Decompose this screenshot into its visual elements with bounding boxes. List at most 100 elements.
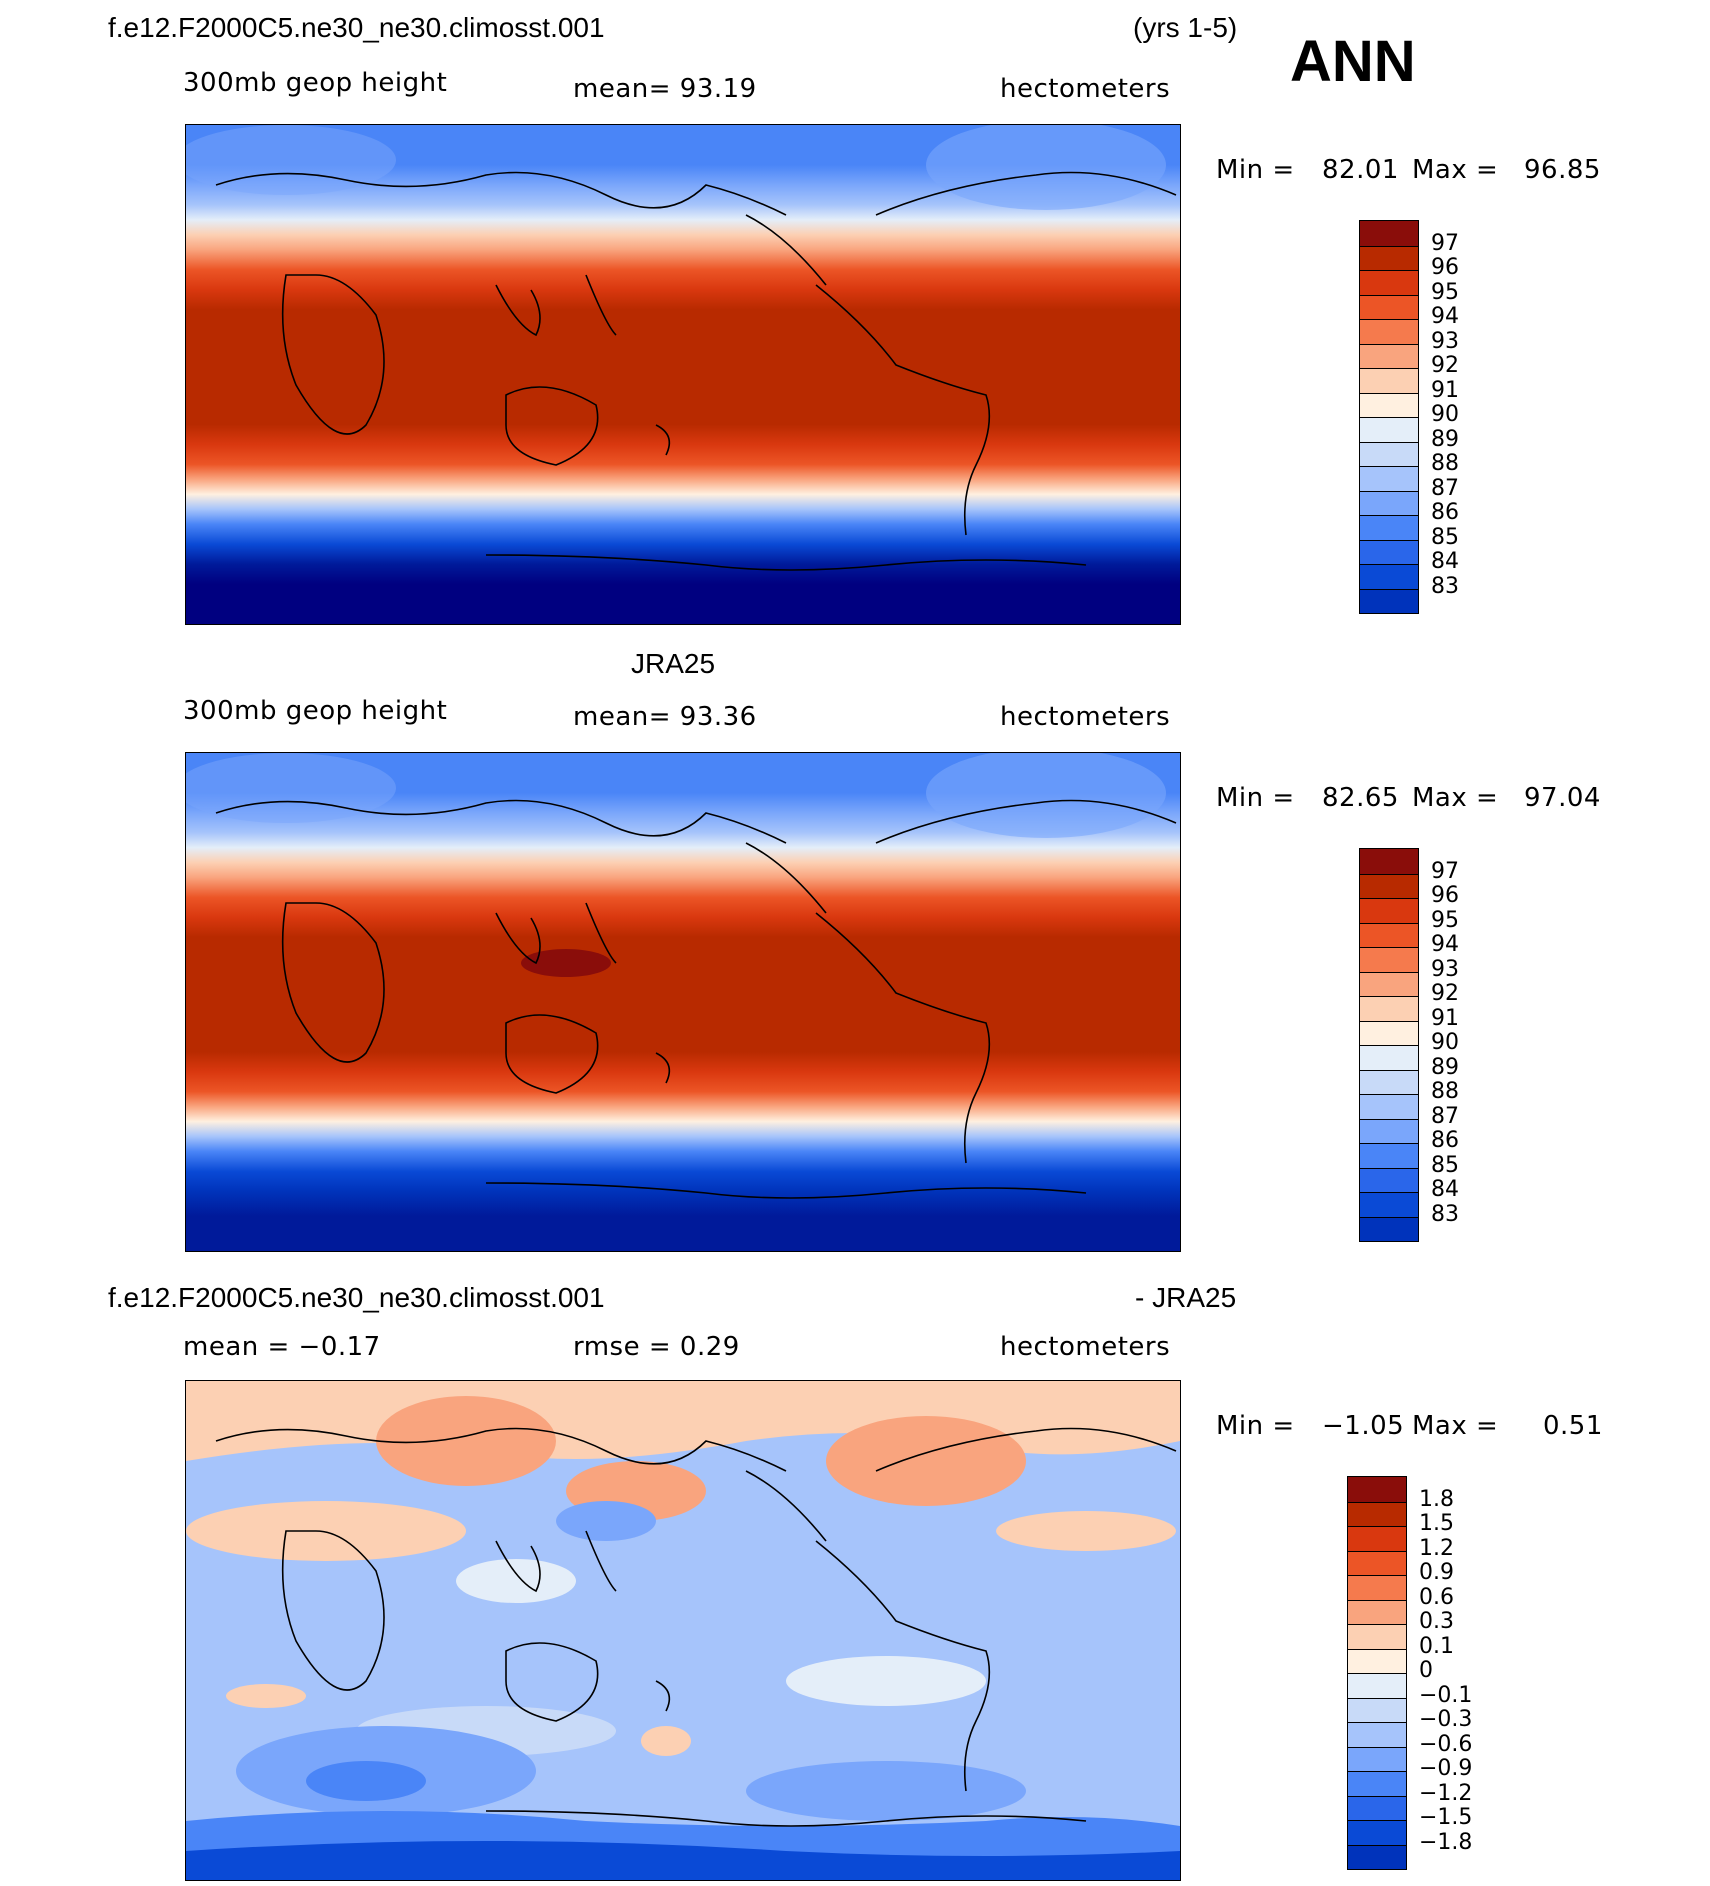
panel2-max-value: 97.04 [1524,783,1601,813]
panel3-min-value: −1.05 [1322,1411,1405,1441]
panel1-colorbar-tick: 93 [1431,328,1459,354]
panel2-colorbar-tick: 92 [1431,981,1459,1006]
panel1-colorbar-tick: 88 [1431,451,1459,476]
panel1-colorbar-tick: 94 [1431,304,1459,329]
panel3-colorbar-tick: 0 [1419,1658,1433,1683]
panel2-colorbar-cell [1360,873,1418,898]
panel3-colorbar-cell [1348,1795,1406,1820]
panel2-units: hectometers [1000,702,1171,732]
panel1-coastlines [215,171,1177,571]
panel3-colorbar-cell [1348,1673,1406,1698]
panel3-colorbar-tick: −0.9 [1419,1756,1473,1781]
panel3-colorbar-cell [1348,1550,1406,1575]
panel2-colorbar-tick: 90 [1431,1030,1459,1055]
panel1-max-label: Max = [1412,155,1499,185]
panel1-colorbar-tick: 90 [1431,402,1459,427]
panel1-colorbar-cell [1360,221,1418,246]
panel3-colorbar-cell [1348,1575,1406,1600]
panel2-colorbar-cell [1360,922,1418,947]
panel1-colorbar-cell [1360,343,1418,368]
panel3-mean: mean = −0.17 [183,1332,381,1362]
panel3-colorbar-tick: −0.6 [1419,1731,1473,1757]
panel3-units: hectometers [1000,1332,1171,1362]
panel3-colorbar [1347,1476,1407,1870]
panel1-map [185,124,1181,625]
panel1-colorbar-tick: 87 [1431,475,1459,501]
panel2-colorbar-tick: 88 [1431,1079,1459,1104]
panel2-colorbar-cell [1360,1216,1418,1241]
season-label: ANN [1290,29,1416,94]
panel3-colorbar-tick: 0.6 [1419,1584,1454,1610]
panel2-colorbar-tick: 97 [1431,858,1459,884]
panel1-colorbar-tick: 89 [1431,426,1459,452]
panel2-colorbar-cell [1360,849,1418,874]
panel2-colorbar-tick: 96 [1431,883,1459,908]
panel1-colorbar-cell [1360,417,1418,442]
panel3-colorbar-tick: 1.5 [1419,1511,1454,1536]
panel2-colorbar-cell [1360,1094,1418,1119]
panel1-colorbar-tick: 85 [1431,524,1459,550]
panel1-min-label: Min = [1216,155,1295,185]
panel1-colorbar-tick: 86 [1431,500,1459,525]
panel3-colorbar-cell [1348,1820,1406,1845]
panel2-colorbar-cell [1360,1045,1418,1070]
panel3-colorbar-tick: 0.9 [1419,1560,1454,1585]
panel3-map [185,1380,1181,1881]
panel1-min-value: 82.01 [1322,155,1399,185]
panel3-colorbar-cell [1348,1771,1406,1796]
panel2-colorbar-cell [1360,996,1418,1021]
panel2-colorbar-tick: 93 [1431,956,1459,982]
panel1-colorbar-cell [1360,368,1418,393]
panel2-min-label: Min = [1216,783,1295,813]
panel3-colorbar-cell [1348,1599,1406,1624]
panel2-colorbar-tick: 94 [1431,932,1459,957]
panel3-colorbar-cell [1348,1501,1406,1526]
panel3-max-label: Max = [1412,1411,1499,1441]
panel1-colorbar-tick: 92 [1431,353,1459,378]
panel3-colorbar-tick: −0.3 [1419,1707,1473,1732]
panel1-colorbar-cell [1360,588,1418,613]
panel2-colorbar-cell [1360,898,1418,923]
panel2-colorbar-tick: 86 [1431,1128,1459,1153]
panel1-colorbar-cell [1360,515,1418,540]
case-title: f.e12.F2000C5.ne30_ne30.climosst.001 [108,12,605,43]
panel3-colorbar-cell [1348,1526,1406,1551]
panel1-mean: mean= 93.19 [573,74,757,104]
panel3-max-value: 0.51 [1543,1411,1603,1441]
panel3-rmse: rmse = 0.29 [573,1332,740,1362]
panel3-colorbar-tick: −0.1 [1419,1682,1473,1708]
panel2-contour-plot [186,753,1180,1251]
panel1-units: hectometers [1000,74,1171,104]
panel3-colorbar-tick: 1.8 [1419,1486,1454,1512]
panel1-colorbar-tick: 84 [1431,549,1459,574]
panel1-colorbar-tick: 95 [1431,279,1459,305]
panel3-colorbar-tick: −1.8 [1419,1829,1473,1855]
panel3-title-right: - JRA25 [1135,1282,1237,1313]
panel3-colorbar-tick: 1.2 [1419,1535,1454,1561]
panel1-colorbar-cell [1360,564,1418,589]
panel2-colorbar [1359,848,1419,1242]
panel3-colorbar-cell [1348,1624,1406,1649]
panel3-min-label: Min = [1216,1411,1295,1441]
panel2-colorbar-cell [1360,947,1418,972]
panel1-colorbar [1359,220,1419,614]
panel3-colorbar-cell [1348,1746,1406,1771]
panel3-colorbar-cell [1348,1722,1406,1747]
panel2-variable: 300mb geop height [183,696,448,726]
panel2-colorbar-cell [1360,971,1418,996]
panel2-min-value: 82.65 [1322,783,1399,813]
panel1-contour-plot [186,125,1180,624]
panel1-colorbar-cell [1360,539,1418,564]
panel1-colorbar-tick: 97 [1431,230,1459,256]
panel1-colorbar-cell [1360,490,1418,515]
panel2-max-label: Max = [1412,783,1499,813]
panel3-colorbar-tick: 0.1 [1419,1633,1454,1659]
panel3-coastlines [215,1427,1177,1827]
panel3-contour-plot [186,1381,1180,1880]
panel3-colorbar-cell [1348,1477,1406,1502]
years-label: (yrs 1-5) [1133,12,1238,43]
panel2-colorbar-tick: 95 [1431,907,1459,933]
panel2-colorbar-tick: 83 [1431,1201,1459,1227]
panel1-colorbar-cell [1360,270,1418,295]
panel1-colorbar-cell [1360,319,1418,344]
